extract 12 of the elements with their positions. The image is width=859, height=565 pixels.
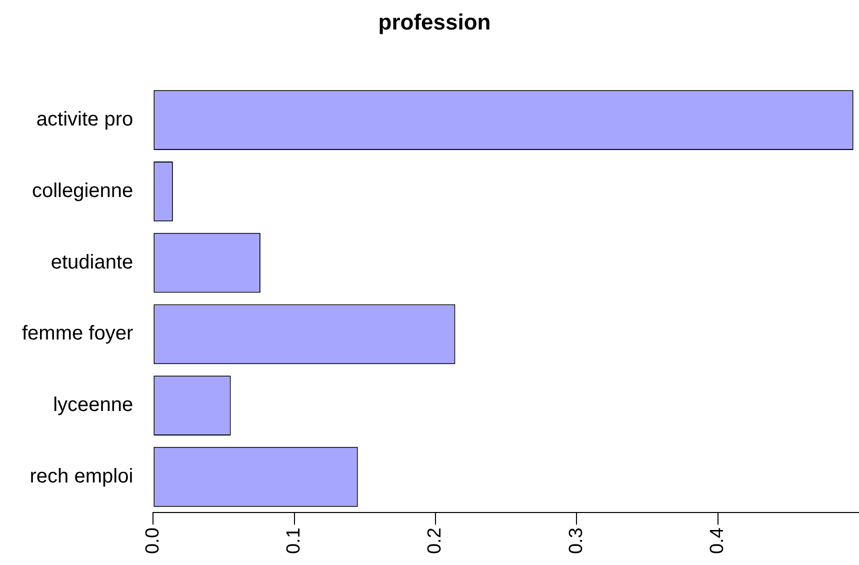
y-tick-label: lyceenne	[53, 394, 134, 416]
x-tick-label: 0.2	[424, 528, 446, 554]
y-tick-label: collegienne	[32, 180, 134, 202]
x-tick-label: 0.3	[566, 528, 587, 554]
chart-title: profession	[378, 9, 491, 34]
y-tick-label: activite pro	[36, 108, 134, 131]
y-tick-label: femme foyer	[22, 322, 134, 345]
y-tick-label: rech emploi	[30, 465, 134, 488]
x-tick-label: 0.4	[707, 527, 728, 554]
x-tick-label: 0.1	[284, 528, 305, 554]
y-tick-label: etudiante	[50, 251, 134, 274]
x-tick-label: 0.0	[142, 528, 164, 554]
